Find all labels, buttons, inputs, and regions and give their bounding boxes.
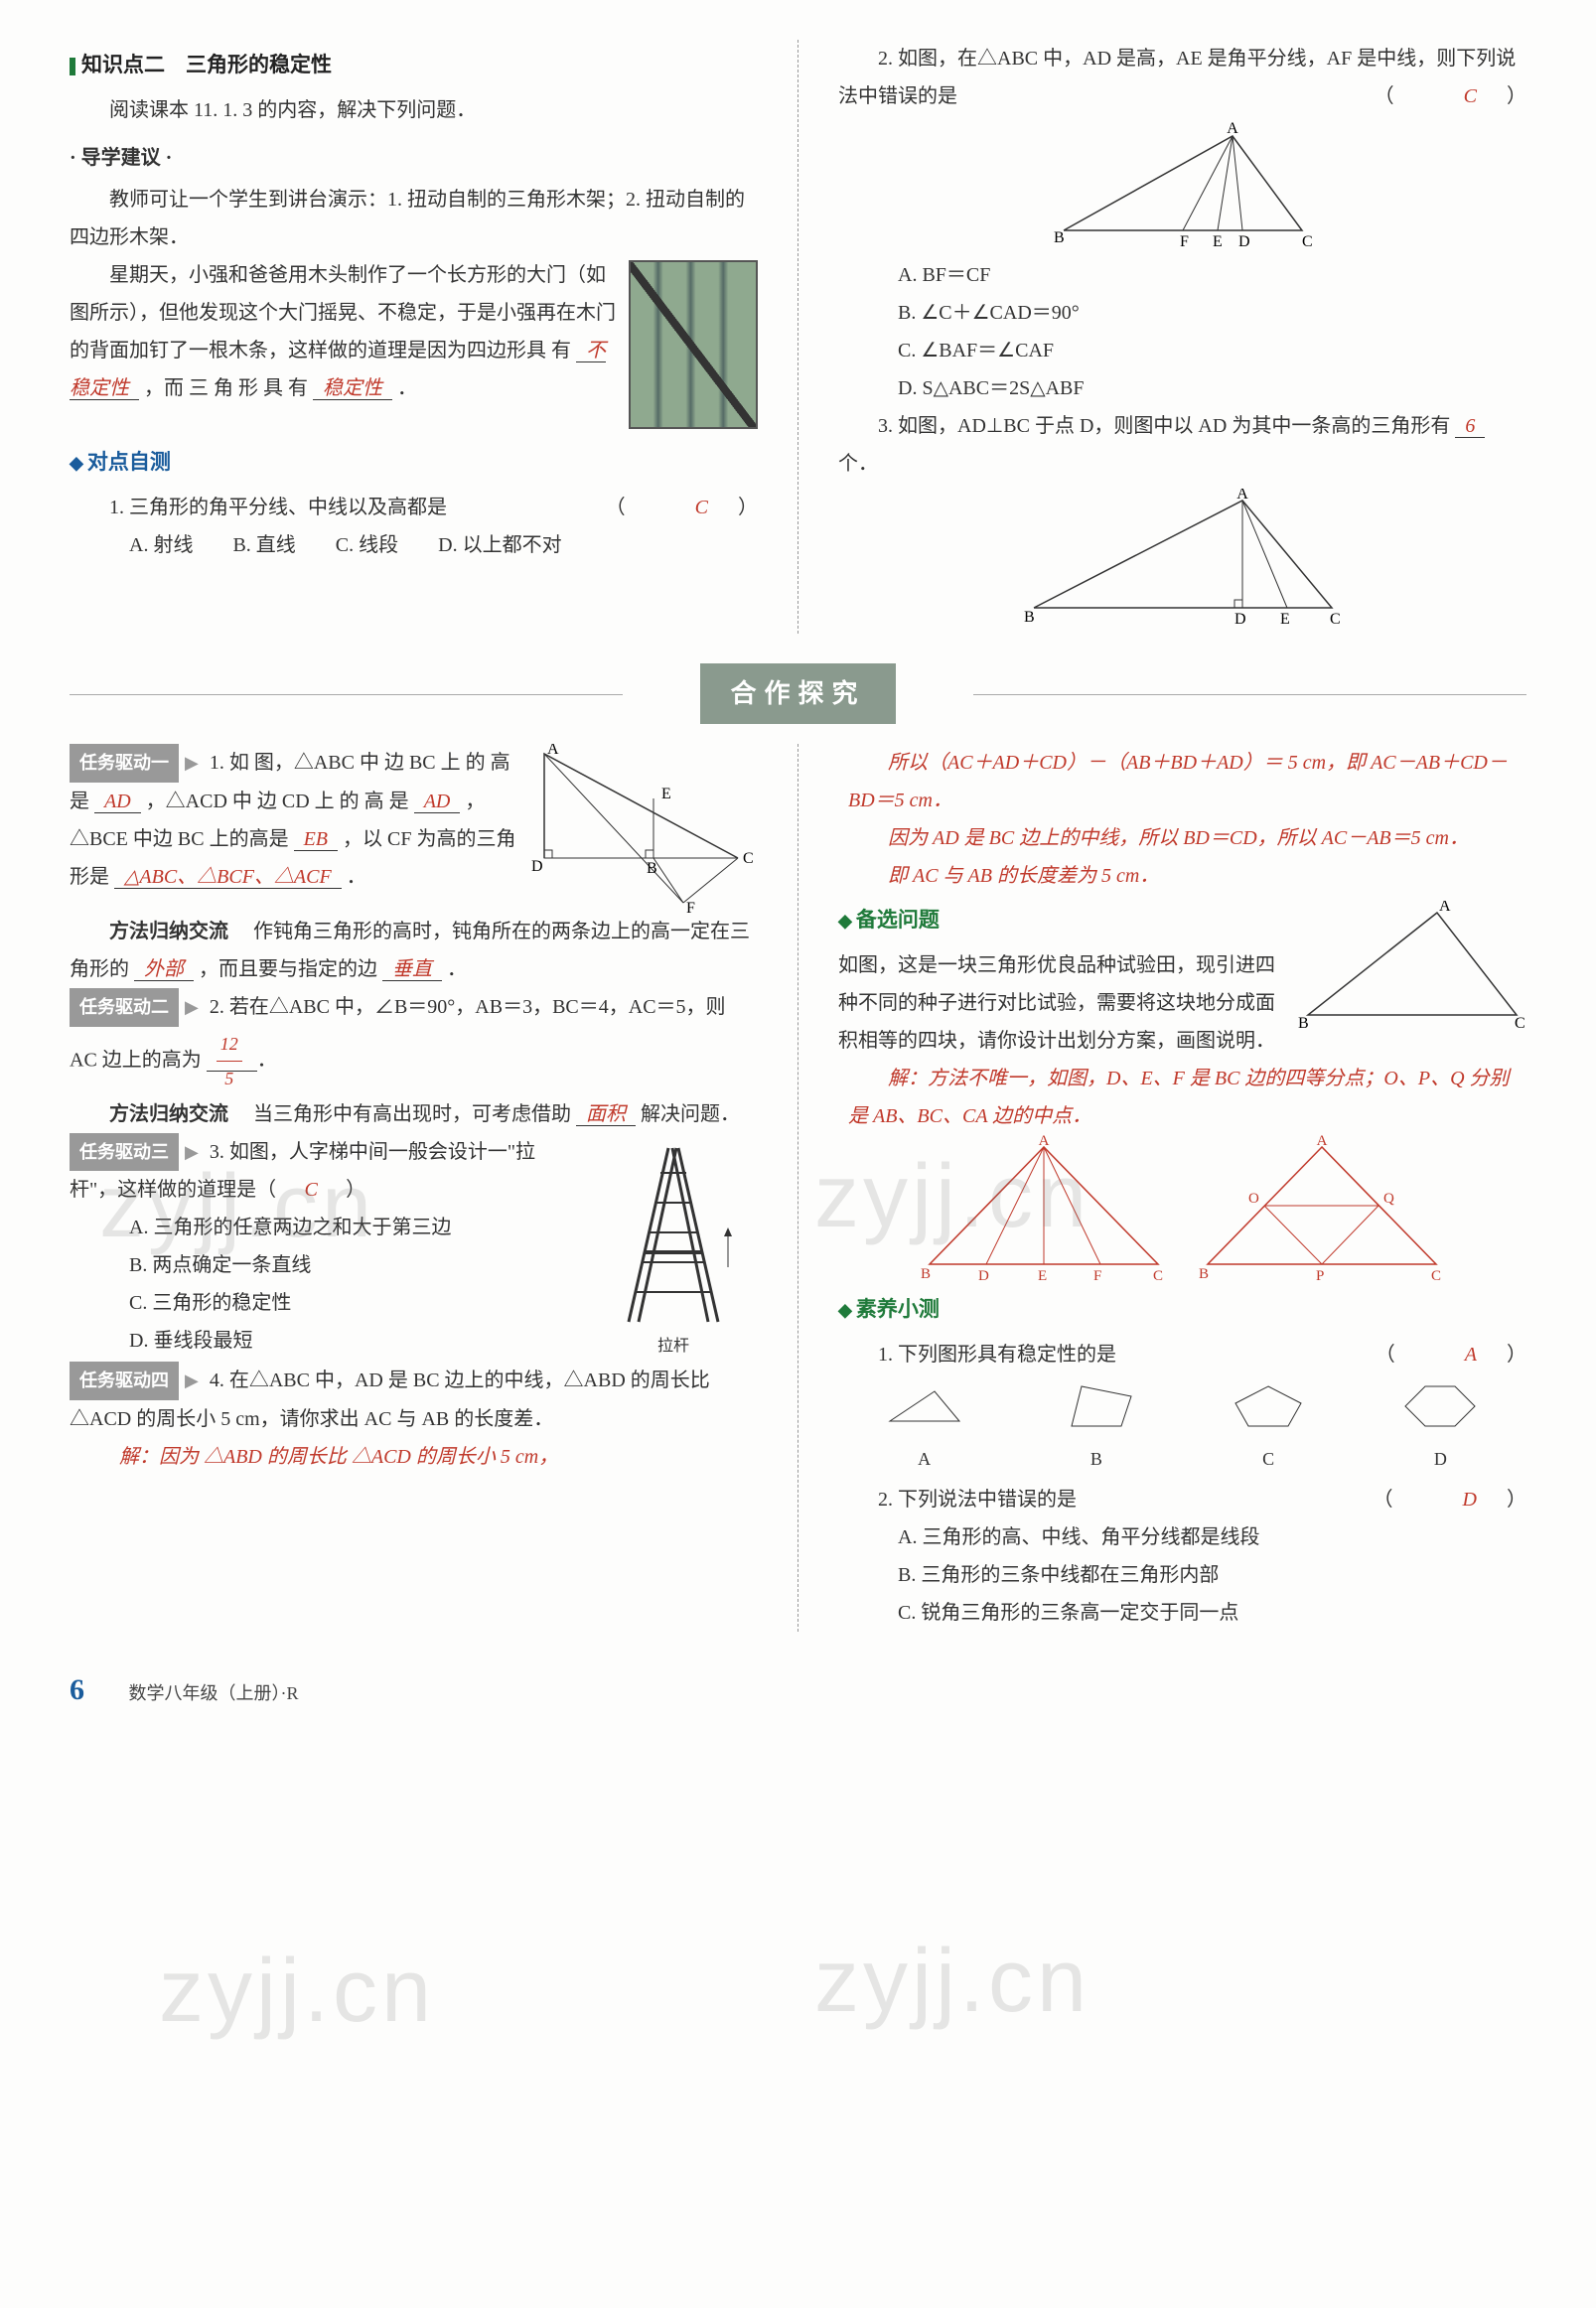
task1-figure: A D B E C F: [529, 744, 758, 913]
sy1-shapes: A B C D: [838, 1381, 1526, 1476]
sy2-opt-c: C. 锐角三角形的三条高一定交于同一点: [838, 1594, 1526, 1632]
t1-blank3: EB: [294, 828, 338, 851]
q3-figure: A B D E C: [1014, 489, 1352, 628]
task4-tag: 任务驱动四: [70, 1362, 179, 1399]
q2-figure: A B F E D C: [1034, 121, 1332, 250]
svg-text:O: O: [1248, 1191, 1259, 1207]
svg-text:A: A: [547, 744, 559, 758]
task2-tag: 任务驱动二: [70, 988, 179, 1026]
svg-text:F: F: [1180, 233, 1189, 250]
daoxue-body: 教师可让一个学生到讲台演示：1. 扭动自制的三角形木架；2. 扭动自制的四边形木…: [70, 181, 758, 256]
svg-text:B: B: [1298, 1015, 1309, 1030]
sol-line1: 所以（AC＋AD＋CD）－（AB＋BD＋AD）＝ 5 cm，即 AC－AB＋CD…: [838, 744, 1526, 819]
svg-text:D: D: [531, 858, 543, 875]
method2: 方法归纳交流 当三角形中有高出现时，可考虑借助 面积 解决问题．: [70, 1095, 758, 1133]
svg-text:E: E: [661, 786, 671, 802]
task4-sol: 解：因为 △ABD 的周长比 △ACD 的周长小 5 cm，: [70, 1438, 758, 1476]
sol-line2: 因为 AD 是 BC 边上的中线，所以 BD＝CD，所以 AC－AB＝5 cm．: [838, 819, 1526, 857]
t1-blank2: AD: [414, 791, 461, 813]
task3-tag: 任务驱动三: [70, 1133, 179, 1171]
daoxue-head: · 导学建议 ·: [70, 139, 758, 177]
svg-text:B: B: [1199, 1266, 1209, 1282]
sy2-stem: 2. 下列说法中错误的是 （ D ）: [838, 1481, 1526, 1518]
page-footer: 6 数学八年级（上册）·R: [70, 1661, 1526, 1718]
knowledge-point-title: 知识点二 三角形的稳定性: [70, 46, 758, 85]
beixuan-solution: 解：方法不唯一，如图，D、E、F 是 BC 边的四等分点；O、P、Q 分别是 A…: [838, 1060, 1526, 1135]
q1-options: A. 射线 B. 直线 C. 线段 D. 以上都不对: [70, 526, 758, 564]
t2-blank: 125: [207, 1049, 257, 1072]
svg-text:B: B: [921, 1266, 931, 1282]
q2-opt-c: C. ∠BAF＝∠CAF: [838, 332, 1526, 369]
q2-opt-b: B. ∠C＋∠CAD＝90°: [838, 294, 1526, 332]
svg-text:E: E: [1213, 233, 1223, 250]
svg-text:E: E: [1280, 611, 1290, 628]
svg-text:F: F: [686, 900, 695, 913]
svg-text:C: C: [1153, 1268, 1163, 1284]
sy1-answer: A: [1415, 1336, 1487, 1373]
q3-stem: 3. 如图，AD⊥BC 于点 D，则图中以 AD 为其中一条高的三角形有 6 个…: [838, 407, 1526, 483]
m1-blank2: 垂直: [382, 958, 442, 981]
svg-text:A: A: [1227, 121, 1238, 137]
svg-text:C: C: [1515, 1015, 1525, 1030]
task1-tag: 任务驱动一: [70, 744, 179, 782]
sy1-stem: 1. 下列图形具有稳定性的是 （ A ）: [838, 1336, 1526, 1373]
kp-intro: 阅读课本 11. 1. 3 的内容，解决下列问题．: [70, 91, 758, 129]
svg-text:B: B: [647, 860, 657, 877]
task1-block: A D B E C F 任务驱动一▶ 1. 如 图，△ABC 中 边 BC 上 …: [70, 744, 758, 913]
svg-text:P: P: [1316, 1268, 1324, 1284]
page-number: 6: [70, 1673, 84, 1706]
svg-text:F: F: [1093, 1268, 1101, 1284]
suyang-head: ◆素养小测: [838, 1290, 1526, 1330]
ladder-figure: 拉杆: [589, 1133, 758, 1362]
watermark: zyjj.cn: [159, 1907, 435, 2077]
t1-blank1: AD: [94, 791, 141, 813]
svg-text:B: B: [1054, 229, 1065, 246]
svg-text:A: A: [1038, 1135, 1049, 1149]
m1-blank1: 外部: [134, 958, 194, 981]
svg-text:D: D: [1238, 233, 1250, 250]
q2-opt-d: D. S△ABC＝2S△ABF: [838, 369, 1526, 407]
svg-text:C: C: [1431, 1268, 1441, 1284]
watermark: zyjj.cn: [814, 1897, 1090, 2067]
q1-stem: 1. 三角形的角平分线、中线以及高都是 （ C ）: [70, 489, 758, 526]
beixuan-block: A B C ◆备选问题 如图，这是一块三角形优良品种试验田，现引进四种不同的种子…: [838, 901, 1526, 1060]
t1-blank4: △ABC、△BCF、△ACF: [114, 866, 342, 889]
q3-blank: 6: [1455, 415, 1485, 438]
sy2-opt-b: B. 三角形的三条中线都在三角形内部: [838, 1556, 1526, 1594]
svg-text:C: C: [1330, 611, 1341, 628]
method1: 方法归纳交流 作钝角三角形的高时，钝角所在的两条边上的高一定在三角形的 外部 ，…: [70, 913, 758, 988]
q2-opt-a: A. BF＝CF: [838, 256, 1526, 294]
svg-text:D: D: [978, 1268, 989, 1284]
task3-block: 拉杆 任务驱动三▶ 3. 如图，人字梯中间一般会设计一"拉杆"，这样做的道理是（…: [70, 1133, 758, 1362]
beixuan-figure: A B C: [1298, 901, 1526, 1030]
t3-answer: C: [281, 1171, 341, 1209]
q2-stem: 2. 如图，在△ABC 中，AD 是高，AE 是角平分线，AF 是中线，则下列说…: [838, 40, 1526, 115]
q2-answer: C: [1414, 77, 1487, 115]
svg-text:A: A: [1236, 489, 1248, 503]
svg-text:A: A: [1439, 901, 1451, 915]
task4: 任务驱动四▶ 4. 在△ABC 中，AD 是 BC 边上的中线，△ABD 的周长…: [70, 1362, 758, 1437]
blank-stability: 稳定性: [313, 377, 392, 400]
door-figure: [629, 260, 758, 429]
sy2-answer: D: [1413, 1481, 1487, 1518]
svg-text:C: C: [1302, 233, 1313, 250]
svg-text:C: C: [743, 850, 754, 867]
beixuan-answer-figs: A B D E F C A B P C O Q: [838, 1135, 1526, 1284]
q1-answer: C: [646, 489, 718, 526]
svg-text:D: D: [1234, 611, 1246, 628]
svg-text:A: A: [1316, 1135, 1327, 1149]
svg-text:Q: Q: [1383, 1191, 1394, 1207]
m2-blank1: 面积: [576, 1103, 636, 1126]
section-banner: 合作探究: [70, 663, 1526, 724]
svg-text:E: E: [1038, 1268, 1047, 1284]
sy2-opt-a: A. 三角形的高、中线、角平分线都是线段: [838, 1518, 1526, 1556]
duidian-head: ◆对点自测: [70, 443, 758, 483]
sol-line3: 即 AC 与 AB 的长度差为 5 cm．: [838, 857, 1526, 895]
task2: 任务驱动二▶ 2. 若在△ABC 中，∠B＝90°，AB＝3，BC＝4，AC＝5…: [70, 988, 758, 1095]
svg-text:B: B: [1024, 609, 1035, 626]
book-title: 数学八年级（上册）·R: [129, 1683, 299, 1703]
